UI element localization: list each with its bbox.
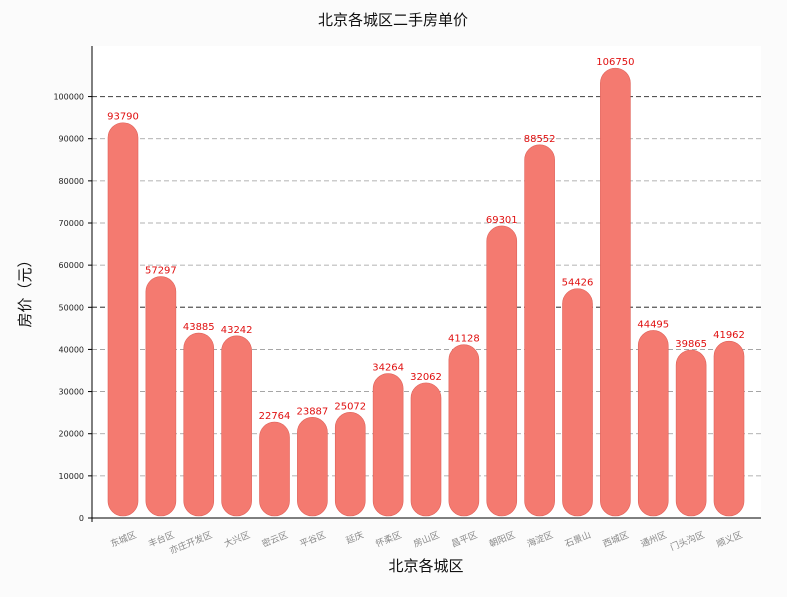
bar-2: [145, 276, 177, 517]
bar-12: [524, 144, 555, 517]
y-tick-label: 100000: [53, 93, 84, 102]
y-tick-label: 80000: [59, 177, 84, 186]
bar-16: [675, 349, 707, 517]
data-label: 25072: [334, 401, 366, 412]
data-label: 43885: [183, 322, 215, 333]
bars-group: [107, 67, 745, 517]
chart-title: 北京各城区二手房单价: [318, 11, 468, 29]
bar-13: [562, 288, 593, 517]
x-axis-label: 北京各城区: [388, 557, 463, 575]
y-tick-label: 60000: [59, 261, 84, 270]
y-tick-label: 0: [79, 514, 84, 523]
bar-1: [107, 122, 139, 517]
y-tick-label: 50000: [59, 303, 84, 312]
data-label: 43242: [221, 325, 253, 336]
data-label: 106750: [596, 57, 634, 68]
bar-15: [637, 330, 669, 517]
data-label: 57297: [145, 266, 177, 277]
data-label: 32062: [410, 372, 442, 383]
bar-5: [259, 421, 290, 517]
y-tick-label: 90000: [59, 135, 84, 144]
y-axis-label: 房价（元）: [16, 252, 34, 327]
bar-9: [410, 382, 442, 517]
data-label: 39865: [675, 339, 707, 350]
data-label: 54426: [562, 278, 594, 289]
y-tick-label: 20000: [59, 430, 84, 439]
data-label: 41962: [713, 330, 745, 341]
bar-8: [372, 373, 404, 517]
y-tick-label: 70000: [59, 219, 84, 228]
bar-14: [600, 67, 631, 517]
data-label: 23887: [296, 406, 328, 417]
bar-17: [713, 340, 745, 517]
data-label: 93790: [107, 112, 139, 123]
bar-4: [221, 335, 252, 517]
data-label: 44495: [637, 319, 669, 330]
y-tick-label: 30000: [59, 388, 84, 397]
data-label: 34264: [372, 363, 404, 374]
data-label: 69301: [486, 215, 518, 226]
y-tick-labels: 0 10000 20000 30000 40000 50000 60000 70000 8000…: [53, 93, 84, 523]
data-labels-group: 93790 57297 43885 43242 22764 23887 25072 34264…: [107, 57, 745, 422]
data-label: 41128: [448, 334, 480, 345]
axes-group: [88, 46, 761, 522]
bar-10: [448, 344, 480, 517]
y-tick-label: 10000: [59, 472, 84, 481]
y-tick-label: 40000: [59, 345, 84, 354]
bar-7: [334, 412, 366, 517]
data-label: 88552: [524, 134, 556, 145]
bar-3: [183, 332, 215, 517]
bar-6: [297, 417, 328, 517]
bar-11: [486, 225, 518, 517]
data-label: 22764: [259, 411, 291, 422]
